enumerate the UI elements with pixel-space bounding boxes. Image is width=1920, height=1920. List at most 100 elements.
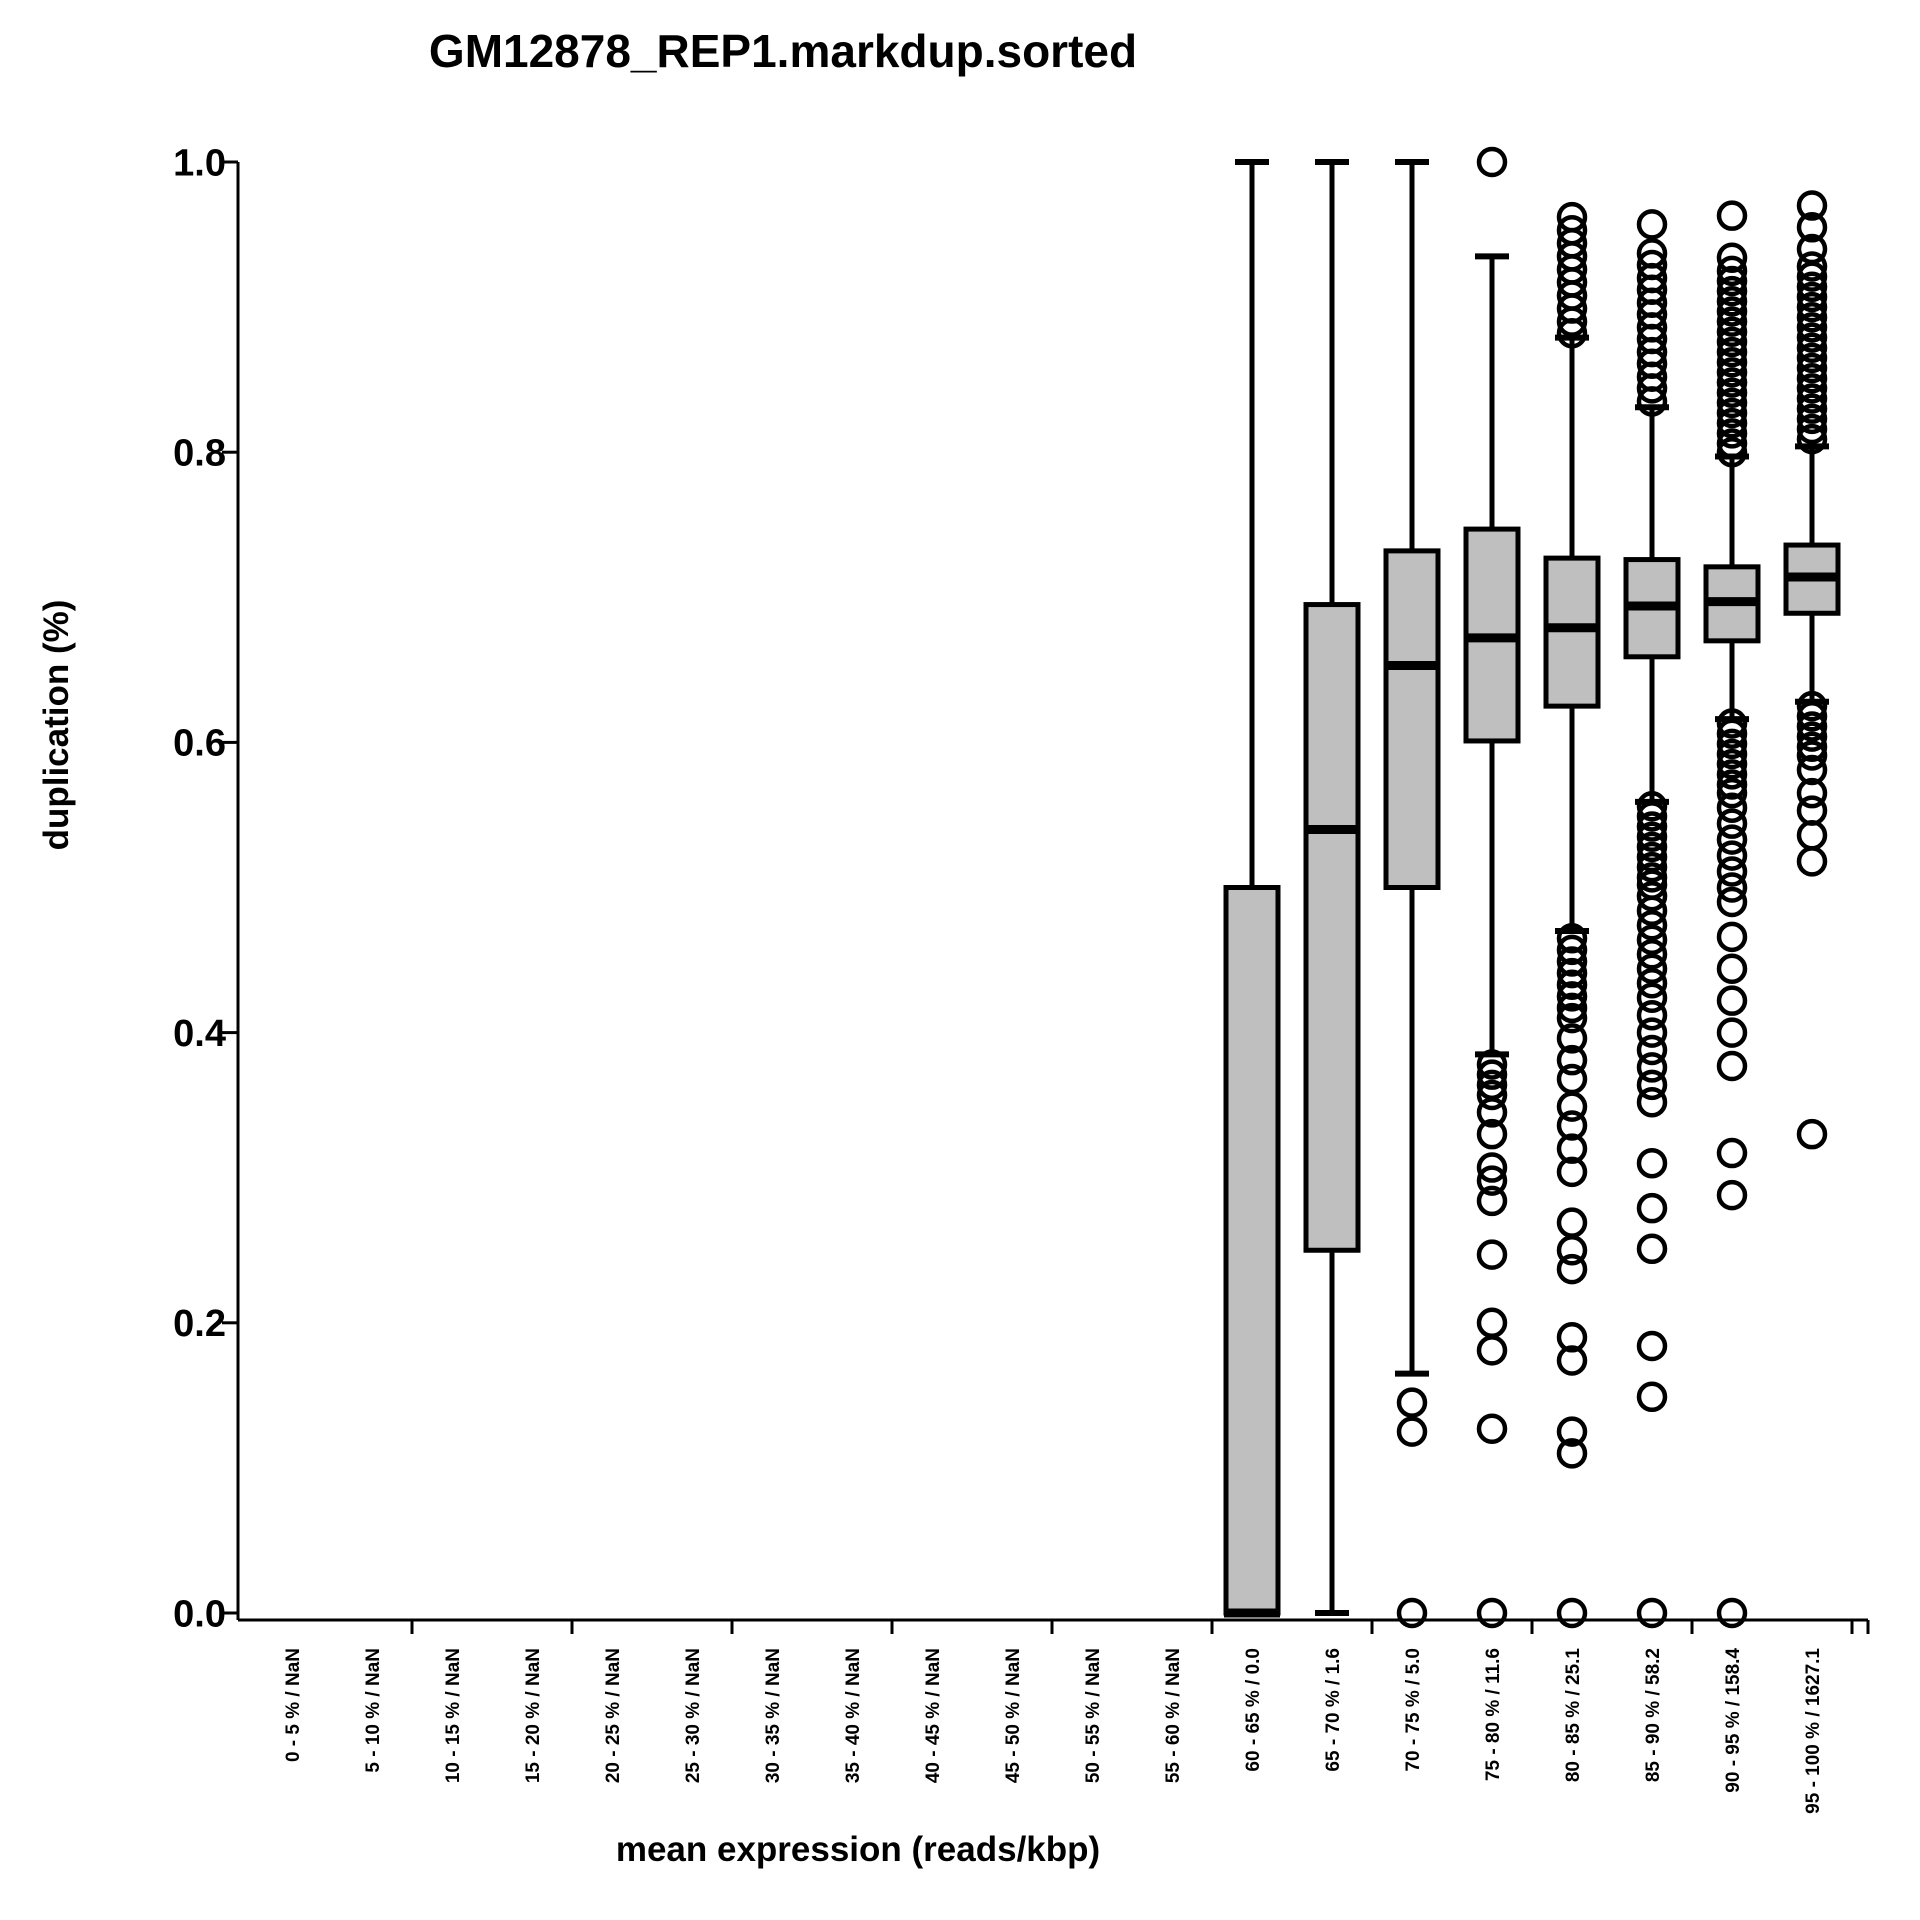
outlier-point xyxy=(1556,934,1588,966)
x-category-label: 55 - 60 % / NaN xyxy=(1163,1648,1184,1783)
outlier-point xyxy=(1636,1233,1668,1265)
x-category-label: 60 - 65 % / 0.0 xyxy=(1243,1648,1264,1772)
outlier-point xyxy=(1556,992,1588,1024)
outlier-point xyxy=(1716,286,1748,317)
outlier-point xyxy=(1716,777,1748,809)
outlier-point xyxy=(1636,790,1668,822)
x-category-label: 0 - 5 % / NaN xyxy=(283,1648,304,1762)
y-tick-label: 0.6 xyxy=(173,723,226,765)
x-category-label: 70 - 75 % / 5.0 xyxy=(1403,1648,1424,1772)
x-category-label: 30 - 35 % / NaN xyxy=(763,1648,784,1783)
x-category-label: 5 - 10 % / NaN xyxy=(363,1648,384,1773)
outlier-point xyxy=(1636,880,1668,912)
outlier-point xyxy=(1476,1239,1508,1270)
outlier-point xyxy=(1556,1023,1588,1054)
outlier-point xyxy=(1716,840,1748,871)
outlier-point xyxy=(1636,1034,1668,1066)
outlier-point xyxy=(1716,377,1748,408)
y-tick-label: 0.0 xyxy=(173,1593,226,1635)
outlier-point xyxy=(1636,811,1668,842)
outlier-point xyxy=(1556,923,1588,954)
outlier-point xyxy=(1716,728,1748,760)
outlier-point xyxy=(1796,721,1828,752)
outlier-point xyxy=(1476,1152,1508,1183)
outlier-point xyxy=(1716,336,1748,368)
outlier-point xyxy=(1636,1086,1668,1118)
outlier-point xyxy=(1636,1147,1668,1179)
outlier-point xyxy=(1636,1597,1668,1629)
outlier-point xyxy=(1476,1165,1508,1196)
outlier-point xyxy=(1716,428,1748,459)
x-category-label: 35 - 40 % / NaN xyxy=(843,1648,864,1783)
outlier-point xyxy=(1636,851,1668,883)
outlier-point xyxy=(1636,801,1668,832)
outlier-point xyxy=(1716,306,1748,337)
outlier-point xyxy=(1636,909,1668,941)
x-category-label: 40 - 45 % / NaN xyxy=(923,1648,944,1783)
outlier-point xyxy=(1636,1381,1668,1413)
outlier-point xyxy=(1476,1335,1508,1366)
outlier-point xyxy=(1796,403,1828,435)
x-category-label: 10 - 15 % / NaN xyxy=(443,1648,464,1783)
outlier-point xyxy=(1396,1597,1428,1629)
outlier-point xyxy=(1476,1049,1508,1080)
outlier-point xyxy=(1716,1017,1748,1048)
outlier-point xyxy=(1796,332,1828,363)
outlier-point xyxy=(1796,754,1828,786)
outlier-point xyxy=(1796,281,1828,313)
outlier-point xyxy=(1556,1044,1588,1076)
outlier-point xyxy=(1636,1017,1668,1048)
outlier-point xyxy=(1636,1192,1668,1224)
outlier-point xyxy=(1636,1069,1668,1101)
outlier-point xyxy=(1716,1050,1748,1082)
outlier-point xyxy=(1716,808,1748,839)
outlier-point xyxy=(1716,886,1748,918)
outlier-point xyxy=(1636,373,1668,404)
outlier-point xyxy=(1556,1156,1588,1188)
outlier-point xyxy=(1716,296,1748,327)
outlier-point xyxy=(1796,271,1828,303)
outlier-point xyxy=(1636,821,1668,852)
outlier-point xyxy=(1716,792,1748,823)
y-tick-label: 1.0 xyxy=(173,142,226,184)
y-tick-label: 0.2 xyxy=(173,1303,226,1345)
outlier-point xyxy=(1636,831,1668,863)
outlier-point xyxy=(1636,1052,1668,1083)
box-iqr xyxy=(1383,548,1441,890)
outlier-point xyxy=(1796,302,1828,333)
outlier-point xyxy=(1796,711,1828,742)
outlier-point xyxy=(1796,413,1828,445)
outlier-point xyxy=(1716,316,1748,348)
x-category-label: 75 - 80 % / 11.6 xyxy=(1483,1648,1504,1781)
outlier-point xyxy=(1556,317,1588,349)
outlier-point xyxy=(1636,1330,1668,1362)
outlier-point xyxy=(1716,407,1748,439)
outlier-point xyxy=(1716,265,1748,297)
outlier-point xyxy=(1636,895,1668,926)
outlier-point xyxy=(1556,946,1588,977)
outlier-point xyxy=(1716,985,1748,1016)
y-tick-label: 0.8 xyxy=(173,433,226,475)
outlier-point xyxy=(1716,769,1748,800)
outlier-point xyxy=(1796,312,1828,343)
outlier-point xyxy=(1716,275,1748,307)
outlier-point xyxy=(1796,342,1828,374)
x-category-label: 50 - 55 % / NaN xyxy=(1083,1648,1104,1783)
outlier-point xyxy=(1796,701,1828,732)
outlier-point xyxy=(1556,1322,1588,1353)
outlier-point xyxy=(1476,1118,1508,1150)
outlier-point xyxy=(1796,212,1828,243)
outlier-point xyxy=(1716,718,1748,749)
outlier-point xyxy=(1716,436,1748,468)
x-category-label: 15 - 20 % / NaN xyxy=(523,1648,544,1783)
outlier-point xyxy=(1556,957,1588,989)
outlier-point xyxy=(1716,397,1748,429)
outlier-point xyxy=(1796,373,1828,404)
x-category-label: 95 - 100 % / 1627.1 xyxy=(1803,1648,1824,1814)
outlier-point xyxy=(1796,795,1828,826)
y-tick-label: 0.4 xyxy=(173,1013,226,1055)
outlier-point xyxy=(1556,981,1588,1012)
outlier-point xyxy=(1636,999,1668,1031)
outlier-point xyxy=(1716,200,1748,231)
